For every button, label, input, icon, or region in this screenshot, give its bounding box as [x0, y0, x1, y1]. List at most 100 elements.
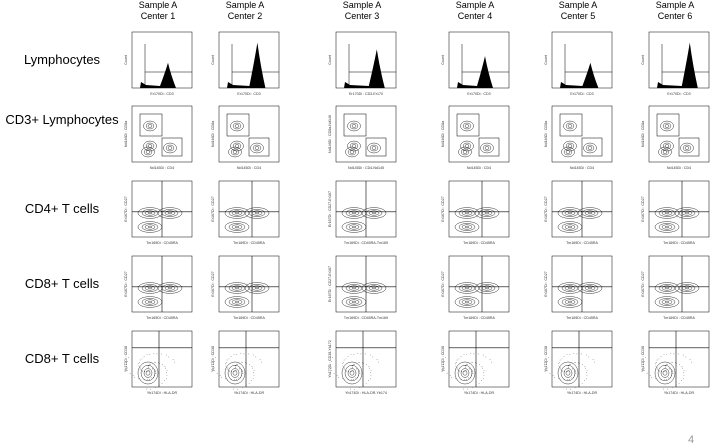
event — [472, 372, 474, 374]
event — [161, 364, 163, 366]
event — [464, 365, 466, 367]
contour — [660, 120, 674, 132]
event — [594, 361, 596, 363]
contour — [244, 282, 270, 294]
event — [478, 383, 480, 385]
y-axis-label: Er167Di : CD27 — [124, 196, 128, 221]
contour — [143, 148, 153, 156]
contour — [167, 146, 173, 150]
event — [365, 353, 366, 355]
event — [225, 378, 226, 380]
y-axis-label: Er167Di : CD27 — [211, 196, 215, 221]
event — [138, 378, 139, 380]
event — [574, 371, 576, 372]
contour — [678, 209, 696, 217]
event — [671, 387, 673, 388]
event — [549, 373, 551, 374]
contour — [474, 282, 500, 294]
event — [350, 378, 352, 380]
y-axis-label: Yb172Di : CD38-Yb172 — [328, 340, 332, 378]
event — [346, 370, 347, 372]
contour — [361, 207, 387, 219]
event — [331, 357, 333, 358]
histogram — [227, 42, 266, 88]
contour — [464, 286, 470, 290]
contour — [228, 298, 246, 306]
contour — [371, 146, 377, 150]
x-axis-label: Nd145Di : CD4 — [570, 166, 594, 170]
event — [333, 373, 335, 374]
contour — [565, 370, 571, 376]
event — [226, 368, 228, 370]
row-label: CD8+ T cells — [25, 276, 100, 291]
event — [230, 356, 232, 357]
event — [164, 366, 166, 367]
contour — [231, 224, 243, 230]
y-axis-label: Er167Di : CD27-Er167 — [328, 191, 332, 227]
contour — [584, 210, 596, 216]
event — [143, 356, 145, 357]
contour — [684, 146, 690, 150]
plot: Tm169Di : CD45RA-Tm169 Er167Di : CD27-Er1… — [328, 180, 397, 245]
contour — [454, 296, 480, 308]
event — [568, 379, 570, 380]
event — [680, 380, 682, 381]
event — [242, 362, 243, 364]
contour — [143, 140, 157, 152]
event — [666, 354, 668, 355]
event — [238, 377, 240, 379]
event — [214, 361, 215, 362]
contour — [661, 224, 673, 230]
contour — [351, 286, 357, 290]
event — [471, 371, 473, 372]
event — [561, 358, 563, 360]
event — [243, 353, 245, 355]
contour — [557, 361, 579, 385]
event — [658, 358, 660, 360]
event — [461, 371, 463, 372]
y-axis-label: Er167Di : CD27-Er167 — [328, 266, 332, 302]
event — [228, 369, 230, 371]
event — [253, 372, 254, 373]
contour — [147, 225, 153, 229]
event — [568, 367, 569, 368]
plot-frame — [335, 330, 397, 388]
event — [669, 368, 670, 370]
y-axis-label: Er167Di : CD27 — [544, 271, 548, 296]
event — [156, 353, 158, 355]
contour — [147, 144, 153, 148]
event — [370, 372, 371, 373]
event — [545, 363, 547, 365]
column-title: Center 4 — [458, 11, 493, 21]
contour — [565, 142, 575, 150]
contour — [660, 368, 670, 378]
event — [253, 375, 255, 376]
event — [465, 379, 467, 380]
y-axis-label: Nd146Di : CD8a — [124, 121, 128, 147]
event — [588, 356, 590, 358]
contour — [462, 370, 468, 376]
event — [350, 388, 352, 390]
event — [559, 359, 561, 361]
y-axis-label: Nd146Di : CD8a — [544, 121, 548, 147]
y-axis-label: Yb172Di : CD38 — [124, 346, 128, 372]
event — [668, 377, 670, 379]
event — [245, 362, 246, 364]
column-title: Center 3 — [345, 11, 380, 21]
histogram — [344, 49, 385, 88]
event — [444, 367, 445, 369]
event — [248, 353, 249, 355]
contour — [143, 368, 153, 378]
event — [570, 388, 571, 390]
event — [444, 361, 445, 362]
event — [644, 370, 645, 371]
event — [547, 367, 548, 369]
x-axis-label: Nd145Di : CD4 — [467, 166, 491, 170]
event — [241, 361, 242, 363]
contour — [661, 210, 673, 216]
event — [228, 358, 230, 360]
event — [554, 377, 556, 378]
plot-frame — [551, 330, 613, 388]
event — [226, 367, 228, 369]
